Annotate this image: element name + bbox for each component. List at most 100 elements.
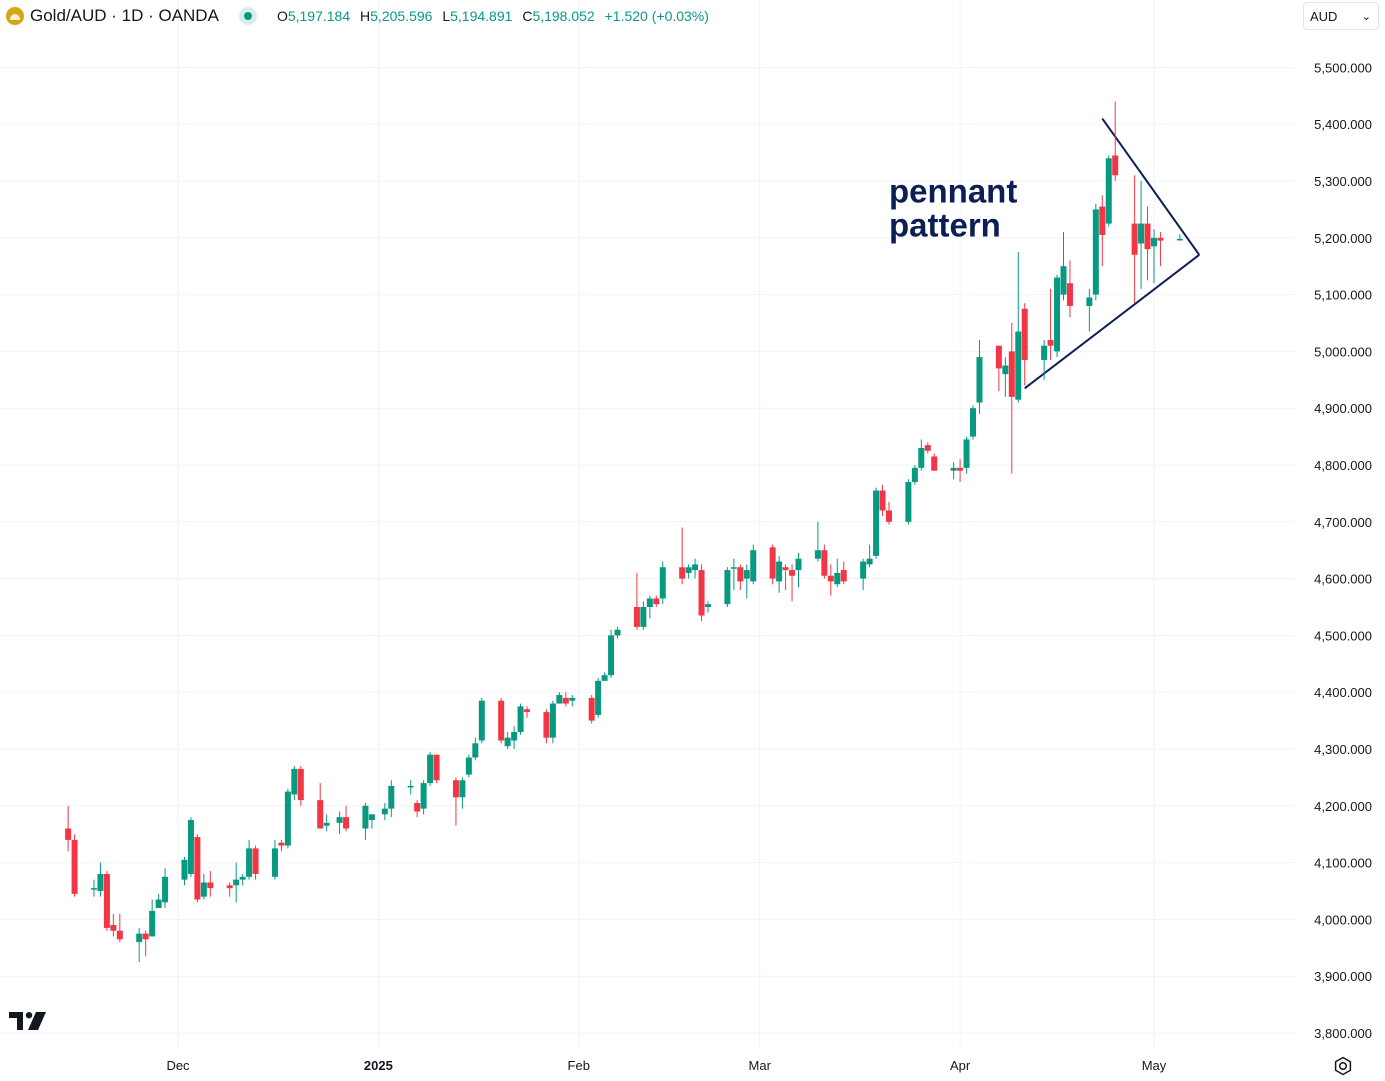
candle	[478, 697, 485, 744]
candle	[588, 695, 595, 724]
candle-body	[498, 700, 505, 741]
candle	[976, 340, 983, 414]
candle-body	[142, 933, 149, 940]
price-tick-label: 5,400.000	[1314, 117, 1372, 132]
candle-body	[995, 345, 1002, 369]
candle-body	[821, 550, 828, 576]
currency-select[interactable]: AUD ⌄	[1303, 2, 1379, 30]
currency-value: AUD	[1310, 8, 1338, 24]
change-value: +1.520 (+0.03%)	[604, 8, 709, 24]
symbol-title[interactable]: Gold/AUD · 1D · OANDA	[30, 6, 219, 25]
pennant-upper-line[interactable]	[1101, 117, 1201, 256]
candle-body	[963, 439, 970, 468]
candle	[814, 521, 821, 562]
candle-body	[291, 768, 298, 795]
candle	[362, 802, 369, 840]
candle-body	[840, 570, 847, 582]
pennant-lower-line[interactable]	[1024, 254, 1200, 390]
candle-body	[1060, 266, 1067, 295]
candle-body	[608, 635, 615, 676]
candle	[65, 805, 72, 852]
candle-body	[317, 800, 324, 829]
candle-body	[233, 879, 240, 886]
date-tick-label: May	[1142, 1058, 1167, 1073]
chart-grid	[0, 0, 1295, 1048]
candle-body	[885, 510, 892, 522]
candle-body	[879, 490, 886, 511]
candle	[911, 465, 918, 485]
candle	[1144, 206, 1151, 281]
candle-body	[679, 567, 686, 579]
time-axis[interactable]: Dec 2025 Feb Mar Apr May	[166, 1058, 1166, 1073]
candle	[873, 487, 880, 559]
candle-body	[427, 754, 434, 784]
candle	[1092, 203, 1099, 301]
candle	[659, 561, 666, 605]
candle	[110, 913, 117, 937]
candle	[1002, 357, 1009, 397]
candle-body	[187, 820, 194, 874]
price-tick-label: 5,100.000	[1314, 288, 1372, 303]
candle-body	[284, 791, 291, 846]
candle-body	[336, 817, 343, 823]
candle-body	[692, 564, 699, 571]
candle	[834, 558, 841, 588]
candle-body	[200, 882, 207, 897]
candle	[1105, 155, 1112, 227]
candle-body	[1138, 223, 1145, 244]
candle-body	[162, 876, 169, 903]
candle	[239, 873, 246, 886]
candle-body	[103, 873, 110, 928]
candle	[381, 802, 388, 820]
price-tick-label: 4,600.000	[1314, 572, 1372, 587]
tradingview-logo-icon[interactable]	[9, 1012, 47, 1030]
candle	[187, 817, 194, 877]
candle	[750, 544, 757, 585]
candle-body	[705, 604, 712, 607]
candle	[343, 805, 350, 832]
close-label: C	[522, 8, 533, 24]
candle-body	[970, 408, 977, 437]
candle-body	[698, 570, 705, 616]
candle	[795, 553, 802, 588]
candle	[957, 459, 964, 483]
candle	[963, 436, 970, 474]
candle-body	[543, 712, 550, 738]
candle	[252, 845, 259, 880]
candle-body	[769, 547, 776, 579]
candle	[679, 527, 686, 585]
candle-body	[685, 567, 692, 573]
candle-body	[271, 848, 278, 877]
pennant-trendlines	[1024, 117, 1201, 390]
candle	[543, 709, 550, 744]
price-axis[interactable]: 3,800.000 3,900.000 4,000.000 4,100.000 4,20…	[1314, 60, 1372, 1041]
price-tick-label: 4,700.000	[1314, 515, 1372, 530]
candle	[705, 601, 712, 613]
candle	[407, 780, 414, 795]
candle-body	[588, 697, 595, 721]
candle-body	[194, 837, 201, 900]
candle	[1138, 181, 1145, 289]
candle	[233, 862, 240, 903]
price-tick-label: 3,900.000	[1314, 969, 1372, 984]
gold-logo-icon	[6, 7, 24, 25]
pennant-annotation: pennant pattern	[889, 172, 1017, 243]
live-dot-icon	[238, 7, 257, 25]
candle-body	[459, 780, 466, 798]
candle	[200, 873, 207, 900]
candle-body	[730, 567, 737, 569]
close-value: 5,198.052	[532, 8, 595, 24]
price-tick-label: 4,100.000	[1314, 856, 1372, 871]
candle-body	[1047, 340, 1054, 346]
candle	[472, 737, 479, 761]
candle	[1157, 232, 1164, 267]
settings-icon[interactable]	[1333, 1056, 1353, 1076]
candle-body	[110, 925, 117, 931]
candle	[420, 780, 427, 815]
candle	[730, 558, 737, 590]
candle	[995, 345, 1002, 392]
date-tick-label: 2025	[364, 1058, 393, 1073]
candle	[737, 564, 744, 590]
candle	[317, 783, 324, 829]
